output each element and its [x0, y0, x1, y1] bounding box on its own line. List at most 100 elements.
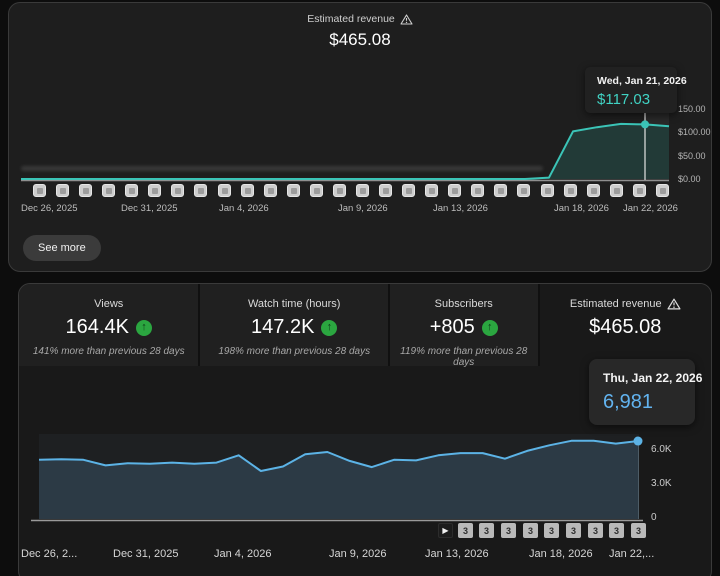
video-thumbnail-marker[interactable] — [379, 184, 393, 197]
video-thumbnail-marker[interactable] — [540, 184, 554, 197]
axis-tick-label: Dec 26, 2... — [21, 548, 78, 560]
metric-card-subscribers[interactable]: Subscribers +805 ↑ 119% more than previous … — [389, 284, 540, 368]
see-more-button[interactable]: See more — [23, 235, 101, 261]
views-line — [38, 439, 639, 472]
tooltip-value: $117.03 — [597, 91, 651, 108]
video-thumbnail-marker[interactable] — [286, 184, 300, 197]
metric-value: +805 — [429, 316, 475, 338]
axis-tick-label: Jan 4, 2026 — [219, 203, 269, 214]
revenue-chart-panel: Estimated revenue $465.08 150.00 $100.00 $… — [8, 2, 712, 272]
highlighted-point — [633, 436, 643, 446]
revenue-chart-tooltip: Wed, Jan 21, 2026 $117.03 — [585, 67, 687, 113]
upload-count-badge[interactable]: 3 — [631, 523, 646, 538]
metric-comparison-text: 119% more than previous 28 days — [400, 346, 528, 368]
highlighted-point — [641, 120, 649, 129]
revenue-header: Estimated revenue $465.08 — [9, 13, 711, 50]
video-thumbnail-marker[interactable] — [171, 184, 185, 197]
views-chart-tooltip: Thu, Jan 22, 2026 6,981 — [589, 359, 703, 425]
axis-tick-label: Jan 18, 2026 — [529, 548, 593, 560]
axis-tick-label: Jan 4, 2026 — [214, 548, 272, 560]
metric-label: Subscribers — [434, 298, 493, 310]
axis-tick-label: Dec 31, 2025 — [113, 548, 179, 560]
video-thumbnail-marker[interactable] — [33, 184, 46, 197]
axis-tick-label: Jan 13, 2026 — [425, 548, 489, 560]
video-thumbnail-marker[interactable] — [355, 184, 369, 197]
upload-count-badge[interactable]: 3 — [479, 523, 494, 538]
trend-up-icon: ↑ — [135, 319, 152, 336]
axis-tick-label: Dec 31, 2025 — [121, 203, 178, 214]
tooltip-value: 6,981 — [603, 391, 654, 413]
video-thumbnail-marker[interactable] — [148, 184, 162, 197]
video-thumbnail-marker[interactable] — [632, 184, 646, 197]
upload-count-badge[interactable]: 3 — [588, 523, 603, 538]
revenue-chart[interactable] — [9, 3, 712, 272]
metric-card-watch-time-hours[interactable]: Watch time (hours) 147.2K ↑ 198% more than … — [200, 284, 390, 366]
axis-tick-label: 6.0K — [651, 444, 672, 455]
video-thumbnail-marker[interactable] — [263, 184, 277, 197]
play-badge-icon[interactable]: ▶ — [438, 523, 453, 538]
video-thumbnail-marker[interactable] — [309, 184, 323, 197]
views-area-fill — [39, 440, 638, 519]
views-chart[interactable] — [19, 284, 712, 576]
video-thumbnail-marker[interactable] — [586, 184, 600, 197]
revenue-header-value: $465.08 — [329, 30, 391, 49]
axis-tick-label: Jan 18, 2026 — [554, 203, 609, 214]
metric-comparison-text: 141% more than previous 28 days — [32, 346, 185, 357]
video-thumbnail-marker[interactable] — [471, 184, 485, 197]
metric-card-views[interactable]: Views 164.4K ↑ 141% more than previous 28 d… — [19, 284, 201, 366]
upload-count-badge[interactable]: 3 — [544, 523, 559, 538]
video-thumbnail-marker[interactable] — [217, 184, 231, 197]
video-thumbnail-marker[interactable] — [125, 184, 139, 197]
metric-value: 164.4K — [65, 316, 129, 338]
axis-tick-label: $0.00 — [678, 174, 701, 184]
video-thumbnail-marker[interactable] — [240, 184, 254, 197]
video-thumbnail-marker[interactable] — [425, 184, 439, 197]
video-thumbnail-marker[interactable] — [332, 184, 346, 197]
axis-tick-label: 0 — [651, 512, 657, 523]
metric-value: $465.08 — [589, 316, 662, 338]
trend-up-icon: ↑ — [321, 319, 338, 336]
video-thumbnail-marker[interactable] — [609, 184, 623, 197]
video-thumbnail-marker[interactable] — [517, 184, 531, 197]
video-thumbnail-marker[interactable] — [102, 184, 116, 197]
revenue-line — [21, 122, 670, 180]
video-thumbnail-marker[interactable] — [563, 184, 577, 197]
video-thumbnail-marker[interactable] — [448, 184, 462, 197]
axis-tick-label: Jan 9, 2026 — [329, 548, 387, 560]
axis-tick-label: Jan 22,... — [609, 548, 655, 560]
metric-value: 147.2K — [251, 316, 315, 338]
upload-count-badge[interactable]: 3 — [609, 523, 624, 538]
axis-tick-label: $100.00 — [678, 127, 711, 137]
revenue-header-label: Estimated revenue — [307, 13, 395, 25]
trend-up-icon: ↑ — [481, 319, 498, 336]
metric-label: Estimated revenue — [569, 298, 662, 310]
upload-count-badge[interactable]: 3 — [458, 523, 473, 538]
tooltip-date: Thu, Jan 22, 2026 — [603, 371, 703, 385]
axis-tick-label: Jan 13, 2026 — [433, 203, 488, 214]
metric-label: Watch time (hours) — [247, 298, 341, 310]
metric-comparison-text: 198% more than previous 28 days — [218, 346, 371, 357]
video-thumbnail-marker[interactable] — [402, 184, 416, 197]
axis-tick-label: Dec 26, 2025 — [21, 203, 78, 214]
revenue-area-fill — [21, 123, 669, 179]
video-thumbnail-marker[interactable] — [56, 184, 70, 197]
tooltip-date: Wed, Jan 21, 2026 — [597, 75, 687, 87]
axis-tick-label: $50.00 — [678, 151, 706, 161]
warning-triangle-icon — [667, 298, 681, 310]
upload-count-badge[interactable]: 3 — [523, 523, 538, 538]
metric-label: Views — [94, 298, 124, 310]
video-thumbnail-marker[interactable] — [655, 184, 669, 197]
analytics-overview-panel: Views 164.4K ↑ 141% more than previous 28 d… — [18, 283, 712, 576]
metric-card-estimated-revenue[interactable]: Estimated revenue $465.08 — [539, 284, 711, 366]
axis-tick-label: Jan 22, 2026 — [623, 203, 678, 214]
axis-tick-label: 150.00 — [678, 104, 706, 114]
video-thumbnail-marker[interactable] — [79, 184, 93, 197]
upload-count-badge[interactable]: 3 — [501, 523, 516, 538]
video-thumbnail-marker[interactable] — [194, 184, 208, 197]
upload-count-badge[interactable]: 3 — [566, 523, 581, 538]
axis-tick-label: 3.0K — [651, 478, 672, 489]
axis-tick-label: Jan 9, 2026 — [338, 203, 388, 214]
metric-cards-row: Views 164.4K ↑ 141% more than previous 28 d… — [19, 284, 711, 368]
video-thumbnail-marker[interactable] — [494, 184, 508, 197]
